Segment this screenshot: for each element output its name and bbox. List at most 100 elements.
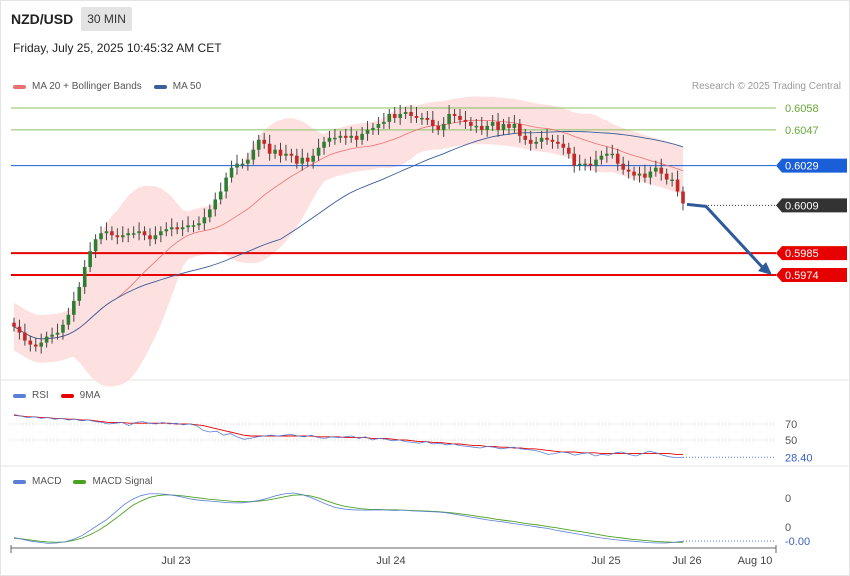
candles [12,105,685,354]
legend-label: 9MA [79,390,101,401]
ma20-line [13,119,684,340]
candle-body [376,123,381,128]
level-label-0.6058: 0.6058 [785,103,819,115]
candle-body [545,137,549,140]
candle-body [626,169,631,172]
rsi-9ma-line [13,414,683,455]
candle-body [104,231,109,234]
forecast-arrowhead [758,262,772,275]
candle-body [681,191,685,204]
chart-datetime: Friday, July 25, 2025 10:45:32 AM CET [13,41,222,55]
candle-body [556,141,560,144]
candle-body [256,139,261,150]
candle-body [224,177,228,192]
candle-body [518,123,522,136]
candle-body [305,157,310,162]
candle-body [343,135,348,138]
candle-body [322,141,326,148]
candle-body [77,286,82,301]
candle-body [572,153,577,166]
macd-legend: MACD MACD Signal [13,476,164,487]
candle-body [338,135,343,138]
candle-body [441,123,446,130]
bollinger-fill [14,96,683,387]
candle-body [61,324,65,333]
candle-body [246,159,250,164]
candle-body [447,113,451,124]
level-label-0.5974: 0.5974 [785,270,819,282]
candle-body [28,340,33,345]
candle-body [414,115,419,118]
candle-body [610,153,615,156]
level-tag-0.5974 [776,268,847,282]
candle-body [425,117,430,120]
macd-tick-label: 0 [785,522,791,534]
candle-body [371,127,375,130]
level-label-0.6029: 0.6029 [785,161,819,173]
candle-body [82,267,87,287]
legend-label: MACD [32,476,62,487]
timeframe-badge[interactable]: 30 MIN [81,7,132,31]
macd-tick-label: 0 [785,493,791,505]
legend-swatch [13,393,26,398]
candle-body [278,149,283,156]
candle-body [66,314,71,325]
rsi-last-value: 28.40 [785,452,813,464]
candle-body [463,119,468,122]
level-label-0.5985: 0.5985 [785,248,819,260]
candle-body [316,147,321,156]
candle-body [479,125,484,130]
legend-swatch [153,84,167,89]
candle-body [213,199,218,210]
candle-body [398,113,402,118]
candle-body [240,163,245,166]
candle-body [360,133,364,140]
candle-body [452,113,457,116]
candle-body [528,139,533,144]
macd-line [13,492,684,544]
candle-body [159,231,163,236]
candle-body [115,235,120,238]
chart-header: NZD/USD 30 MIN [11,7,132,31]
candle-body [621,163,625,170]
candle-body [191,225,196,227]
rsi-legend: RSI 9MA [13,390,112,401]
candle-body [284,153,288,156]
candle-body [469,121,473,126]
x-tick-label: Jul 23 [161,555,190,567]
x-axis: Jul 23 Jul 24 Jul 25 Jul 26 Aug 10 [10,545,777,567]
candle-body [632,171,636,176]
candle-body [120,235,125,238]
legend-label: RSI [32,390,49,401]
candle-body [202,217,207,224]
price-legend: MA 20 + Bollinger Bands MA 50 [13,81,213,92]
candle-body [507,123,511,128]
x-tick-label: Jul 26 [672,555,701,567]
candle-body [561,143,566,148]
candle-body [474,125,479,128]
candle-body [262,139,266,144]
candle-body [218,191,223,200]
macd-panel: 0 0 -0.00 [13,492,810,548]
level-tag-0.5985 [776,246,847,261]
bollinger-bands [14,96,683,387]
candle-body [175,227,179,230]
candle-body [670,179,674,182]
candle-body [354,135,359,140]
candle-body [583,163,587,166]
candle-body [311,155,315,162]
candle-body [164,229,169,232]
rsi-panel: 70 50 28.40 [11,414,813,464]
credit-text: Research © 2025 Trading Central [691,81,841,92]
legend-rsi: RSI [13,390,49,401]
candle-body [142,231,147,236]
candle-body [50,334,54,337]
candle-body [251,149,256,160]
candle-body [300,157,305,164]
candle-body [392,113,397,118]
rsi-tick-label: 70 [785,419,797,431]
legend-label: MACD Signal [92,476,153,487]
level-tag-0.6029 [776,158,847,173]
x-tick-label: Jul 25 [591,555,620,567]
